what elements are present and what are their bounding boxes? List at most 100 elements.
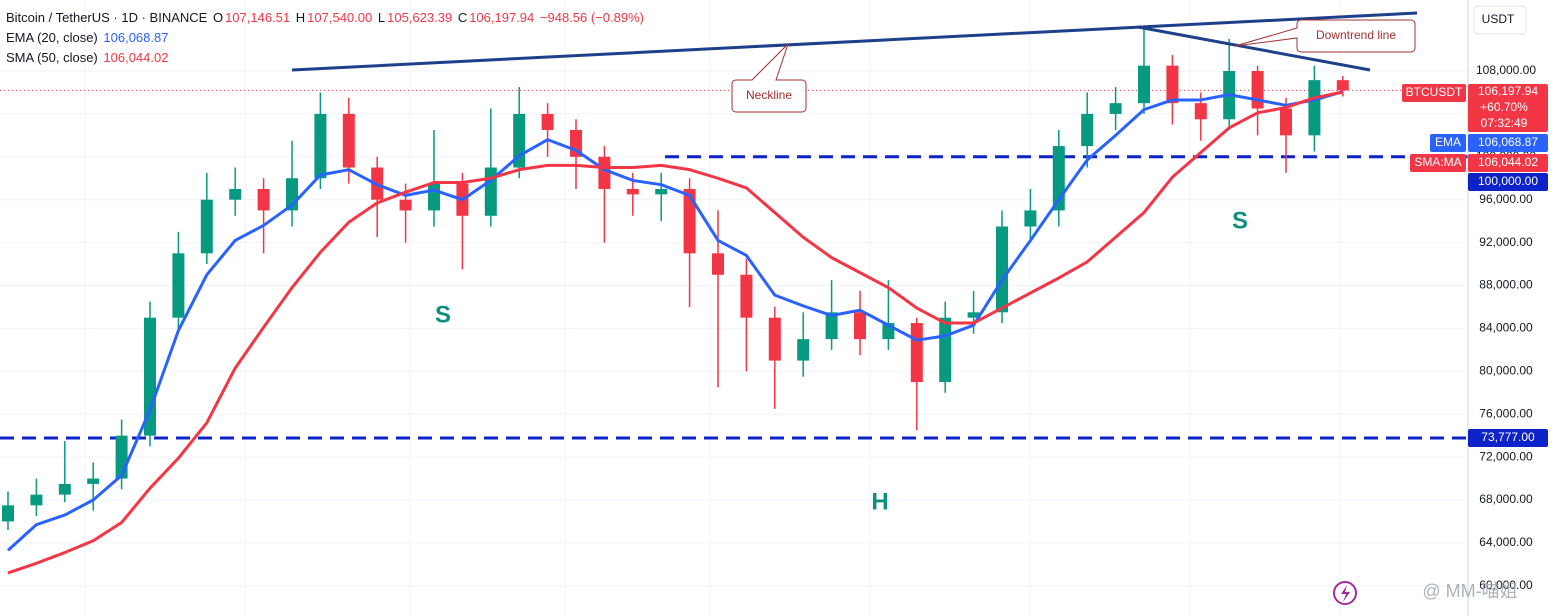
symbol-tag [1402, 84, 1466, 102]
legend: Bitcoin / TetherUS · 1D · BINANCE O 107,1… [6, 8, 646, 68]
candle-body [1251, 70, 1264, 109]
neckline [291, 11, 1418, 72]
candle-body [342, 113, 355, 168]
ohlc-prefix: C [457, 10, 468, 25]
callout-box [1234, 19, 1416, 53]
candle-body [1194, 103, 1207, 120]
indicator-value: 106,044.02 [1478, 155, 1538, 169]
candle-body [1336, 80, 1349, 91]
candle-body [797, 339, 810, 361]
y-tick-label: 96,000.00 [1479, 192, 1533, 206]
candle-body [768, 317, 781, 361]
indicator-line [7, 90, 1344, 575]
y-tick-label: 72,000.00 [1479, 449, 1533, 463]
pattern-label: S [435, 301, 451, 328]
indicator-name: SMA (50, close) [6, 50, 98, 65]
y-tick-label: 84,000.00 [1479, 321, 1533, 335]
indicator-row: SMA (50, close) 106,044.02 [6, 48, 646, 68]
indicator-value-tag [1468, 134, 1548, 152]
candle-body [1308, 80, 1321, 136]
ohlc-prefix: O [212, 10, 224, 25]
logo-icon [1341, 585, 1350, 602]
candle-body [399, 199, 412, 211]
candle-body [2, 505, 14, 522]
change: −948.56 (−0.89%) [539, 10, 644, 25]
indicator-name: EMA (20, close) [6, 30, 98, 45]
indicator-tag-name: EMA [1435, 135, 1461, 149]
candle-body [200, 199, 213, 254]
level-tag [1468, 429, 1548, 447]
symbol-tag-label: BTCUSDT [1406, 85, 1463, 99]
indicator-value: 106,044.02 [103, 50, 169, 65]
indicator-row: EMA (20, close) 106,068.87 [6, 28, 646, 48]
y-tick-label: 68,000.00 [1479, 492, 1533, 506]
pattern-label: H [871, 488, 888, 515]
currency-button[interactable] [1473, 5, 1527, 35]
candle-body [854, 312, 866, 340]
candle-body [1024, 210, 1037, 227]
price-tag-value: 106,197.94 [1478, 84, 1538, 98]
price-tag [1468, 84, 1548, 132]
candle-body [314, 113, 327, 179]
y-tick-label: 80,000.00 [1479, 363, 1533, 377]
pattern-label: S [1232, 207, 1248, 234]
indicator-value-tag [1468, 154, 1548, 172]
ohlc-prefix: L [377, 10, 386, 25]
candle-body [428, 183, 440, 211]
symbol: Bitcoin / TetherUS · 1D · BINANCE [6, 10, 208, 25]
candle-body [58, 483, 71, 495]
candle-body [598, 156, 611, 189]
price-tag-countdown: 07:32:49 [1481, 116, 1528, 130]
candle-body [144, 317, 156, 436]
indicator-value: 106,068.87 [1478, 135, 1538, 149]
y-tick-label: 76,000.00 [1479, 406, 1533, 420]
y-tick-label: 108,000.00 [1476, 63, 1536, 77]
candle-body [1138, 65, 1150, 104]
level-tag-label: 100,000.00 [1478, 174, 1538, 188]
candle-body [1081, 113, 1094, 147]
level-tag [1468, 173, 1548, 191]
candle-body [967, 312, 980, 318]
watermark: @ MM-喵姐 [1422, 581, 1517, 601]
candle-body [257, 188, 270, 211]
indicator-value: 106,068.87 [103, 30, 169, 45]
candle-body [1280, 108, 1292, 136]
candle-body [541, 113, 554, 130]
callout-box [731, 43, 807, 113]
ohlc-value: 107,146.51 [225, 10, 291, 25]
level-tag-label: 73,777.00 [1481, 430, 1535, 444]
ohlc-prefix: H [295, 10, 306, 25]
indicator-tag-name: SMA:MA [1414, 155, 1461, 169]
annotation: Neckline [746, 88, 792, 102]
candle-body [655, 188, 668, 195]
ohlc-value: 106,197.94 [469, 10, 535, 25]
candle-body [229, 188, 242, 200]
candle-body [172, 253, 185, 318]
candle-body [683, 188, 696, 254]
downtrend-line [1137, 25, 1371, 72]
candle-body [740, 274, 753, 318]
candle-body [626, 188, 639, 195]
y-tick-label: 88,000.00 [1479, 278, 1533, 292]
indicator-tag [1430, 134, 1466, 152]
ohlc-value: 105,623.39 [387, 10, 453, 25]
y-tick-label: 64,000.00 [1479, 535, 1533, 549]
ohlc-row: Bitcoin / TetherUS · 1D · BINANCE O 107,1… [6, 8, 646, 28]
candle-body [87, 478, 100, 484]
price-tag-change: +60.70% [1480, 100, 1528, 114]
currency: USDT [1482, 12, 1515, 26]
indicator-tag [1410, 154, 1466, 172]
logo-icon [1333, 581, 1357, 605]
candle-body [30, 494, 43, 506]
candle-body [1109, 103, 1122, 114]
annotation: Downtrend line [1316, 28, 1396, 42]
candle-body [910, 323, 923, 383]
indicator-line [6, 90, 1344, 552]
candle-body [939, 317, 952, 383]
candle-body [712, 253, 724, 275]
y-tick-label: 92,000.00 [1479, 235, 1533, 249]
candle-body [825, 312, 838, 340]
candle-body [1166, 65, 1179, 104]
